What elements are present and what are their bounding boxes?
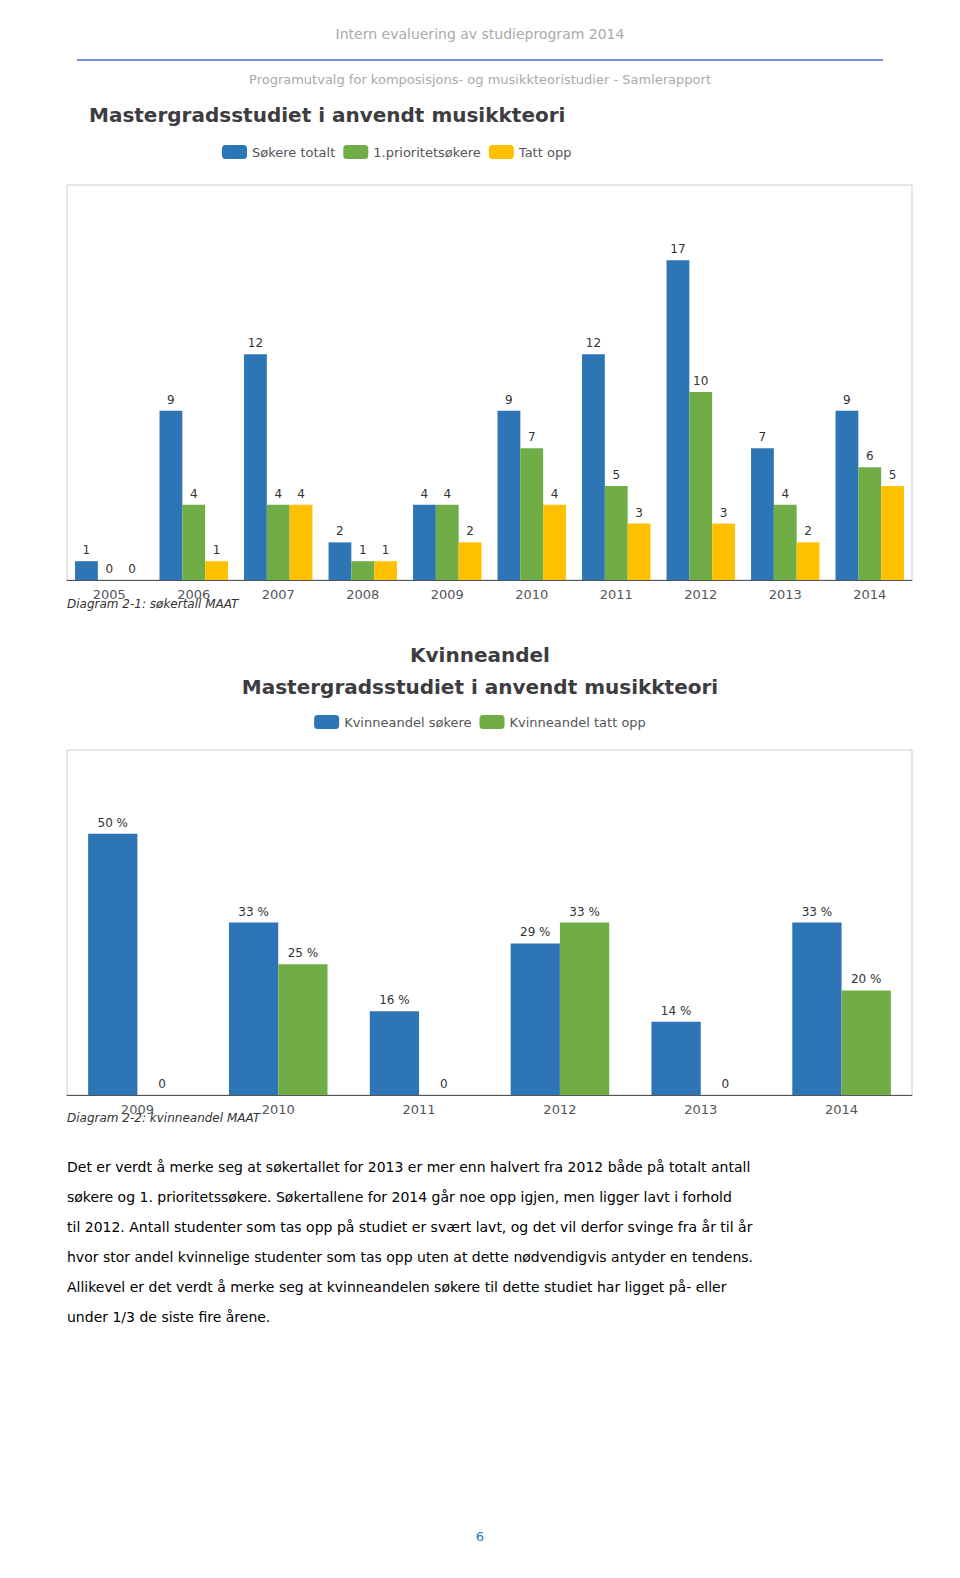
svg-text:Mastergradsstudiet i anvendt m: Mastergradsstudiet i anvendt musikkteori — [89, 103, 565, 127]
svg-text:4: 4 — [781, 487, 789, 501]
svg-text:9: 9 — [843, 393, 851, 407]
svg-text:2009: 2009 — [431, 587, 464, 602]
svg-text:3: 3 — [635, 506, 643, 520]
svg-text:2006: 2006 — [177, 587, 210, 602]
svg-text:2: 2 — [336, 524, 344, 538]
svg-text:7: 7 — [759, 430, 767, 444]
svg-text:20 %: 20 % — [851, 972, 882, 986]
svg-text:4: 4 — [421, 487, 429, 501]
svg-text:0: 0 — [128, 562, 136, 576]
svg-text:4: 4 — [274, 487, 282, 501]
svg-text:5: 5 — [889, 468, 897, 482]
svg-text:9: 9 — [167, 393, 175, 407]
svg-text:2013: 2013 — [769, 587, 802, 602]
svg-text:2007: 2007 — [262, 587, 295, 602]
svg-text:16 %: 16 % — [379, 993, 410, 1007]
svg-text:2005: 2005 — [93, 587, 126, 602]
svg-text:Kvinneandel søkere: Kvinneandel søkere — [344, 715, 471, 730]
svg-text:5: 5 — [612, 468, 620, 482]
svg-text:29 %: 29 % — [520, 925, 551, 939]
svg-text:4: 4 — [551, 487, 559, 501]
svg-text:4: 4 — [297, 487, 305, 501]
svg-text:1: 1 — [83, 543, 91, 557]
svg-text:9: 9 — [505, 393, 513, 407]
svg-text:Mastergradsstudiet i anvendt m: Mastergradsstudiet i anvendt musikkteori — [242, 675, 718, 699]
svg-text:Søkere totalt: Søkere totalt — [252, 145, 335, 160]
svg-text:2011: 2011 — [600, 587, 633, 602]
svg-text:17: 17 — [670, 242, 685, 256]
svg-text:2012: 2012 — [543, 1102, 576, 1117]
svg-text:33 %: 33 % — [802, 905, 833, 919]
svg-text:33 %: 33 % — [569, 905, 600, 919]
svg-text:Diagram 2-1: søkertall MAAT: Diagram 2-1: søkertall MAAT — [67, 597, 239, 611]
svg-text:4: 4 — [443, 487, 451, 501]
svg-text:33 %: 33 % — [238, 905, 268, 919]
svg-text:2014: 2014 — [853, 587, 886, 602]
svg-text:2009: 2009 — [121, 1102, 154, 1117]
svg-text:2010: 2010 — [262, 1102, 295, 1117]
svg-text:Allikevel er det verdt å merke: Allikevel er det verdt å merke seg at kv… — [67, 1279, 727, 1295]
svg-text:2012: 2012 — [684, 587, 717, 602]
svg-text:2014: 2014 — [825, 1102, 858, 1117]
svg-text:6: 6 — [866, 449, 874, 463]
svg-text:2011: 2011 — [403, 1102, 436, 1117]
svg-text:0: 0 — [105, 562, 113, 576]
svg-text:14 %: 14 % — [661, 1004, 692, 1018]
svg-text:1: 1 — [213, 543, 221, 557]
svg-text:0: 0 — [158, 1077, 166, 1091]
svg-text:0: 0 — [440, 1077, 448, 1091]
svg-text:6: 6 — [476, 1529, 484, 1544]
svg-text:12: 12 — [586, 336, 601, 350]
svg-text:1: 1 — [359, 543, 367, 557]
svg-text:under 1/3 de siste fire årene.: under 1/3 de siste fire årene. — [67, 1309, 270, 1325]
svg-text:2: 2 — [466, 524, 474, 538]
svg-text:2: 2 — [804, 524, 812, 538]
svg-text:2013: 2013 — [684, 1102, 717, 1117]
svg-text:1.prioritetsøkere: 1.prioritetsøkere — [373, 145, 481, 160]
svg-text:Programutvalg for komposisjons: Programutvalg for komposisjons- og musik… — [249, 72, 711, 87]
svg-text:50 %: 50 % — [98, 816, 129, 830]
svg-text:2010: 2010 — [515, 587, 548, 602]
svg-text:Tatt opp: Tatt opp — [518, 145, 572, 160]
svg-text:hvor stor andel kvinnelige stu: hvor stor andel kvinnelige studenter som… — [67, 1249, 753, 1265]
svg-text:Kvinneandel tatt opp: Kvinneandel tatt opp — [509, 715, 645, 730]
svg-text:12: 12 — [248, 336, 263, 350]
svg-text:Intern evaluering av studiepro: Intern evaluering av studieprogram 2014 — [336, 26, 625, 42]
svg-text:3: 3 — [720, 506, 728, 520]
svg-text:2008: 2008 — [346, 587, 379, 602]
svg-text:25 %: 25 % — [288, 946, 319, 960]
svg-text:søkere og 1. prioritetssøkere.: søkere og 1. prioritetssøkere. Søkertall… — [67, 1189, 732, 1205]
svg-text:10: 10 — [693, 374, 708, 388]
svg-text:Kvinneandel: Kvinneandel — [410, 643, 550, 667]
svg-text:Diagram 2-2: kvinneandel MAAT: Diagram 2-2: kvinneandel MAAT — [67, 1111, 262, 1125]
svg-text:4: 4 — [190, 487, 198, 501]
svg-text:Det er verdt å merke seg at sø: Det er verdt å merke seg at søkertallet … — [67, 1159, 750, 1175]
svg-text:1: 1 — [382, 543, 390, 557]
svg-text:7: 7 — [528, 430, 536, 444]
svg-text:til 2012. Antall studenter som: til 2012. Antall studenter som tas opp p… — [67, 1219, 753, 1235]
svg-text:0: 0 — [722, 1077, 730, 1091]
